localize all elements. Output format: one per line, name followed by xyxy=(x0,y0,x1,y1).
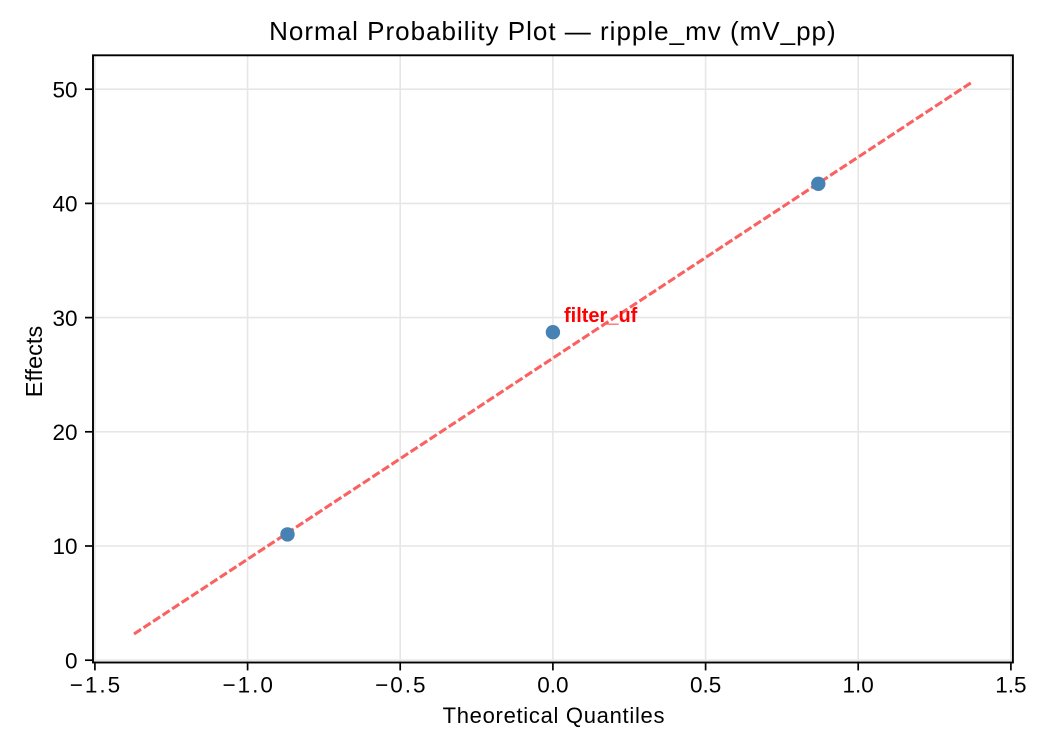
svg-text:0.5: 0.5 xyxy=(690,673,721,698)
svg-text:10: 10 xyxy=(52,534,77,559)
svg-text:20: 20 xyxy=(52,420,77,445)
svg-text:1.0: 1.0 xyxy=(843,673,874,698)
svg-text:0.0: 0.0 xyxy=(537,673,568,698)
svg-text:1.5: 1.5 xyxy=(995,673,1026,698)
svg-text:0: 0 xyxy=(65,648,78,673)
svg-text:−1.0: −1.0 xyxy=(222,673,274,698)
svg-text:Effects: Effects xyxy=(21,326,47,397)
svg-text:Theoretical Quantiles: Theoretical Quantiles xyxy=(443,703,666,728)
svg-text:40: 40 xyxy=(52,192,77,217)
svg-text:Normal Probability Plot — ripp: Normal Probability Plot — ripple_mv (mV_… xyxy=(269,16,837,46)
svg-text:filter_uf: filter_uf xyxy=(564,305,638,327)
svg-text:−1.5: −1.5 xyxy=(70,673,122,698)
svg-text:50: 50 xyxy=(52,77,77,102)
svg-text:30: 30 xyxy=(52,306,77,331)
svg-text:−0.5: −0.5 xyxy=(375,673,427,698)
